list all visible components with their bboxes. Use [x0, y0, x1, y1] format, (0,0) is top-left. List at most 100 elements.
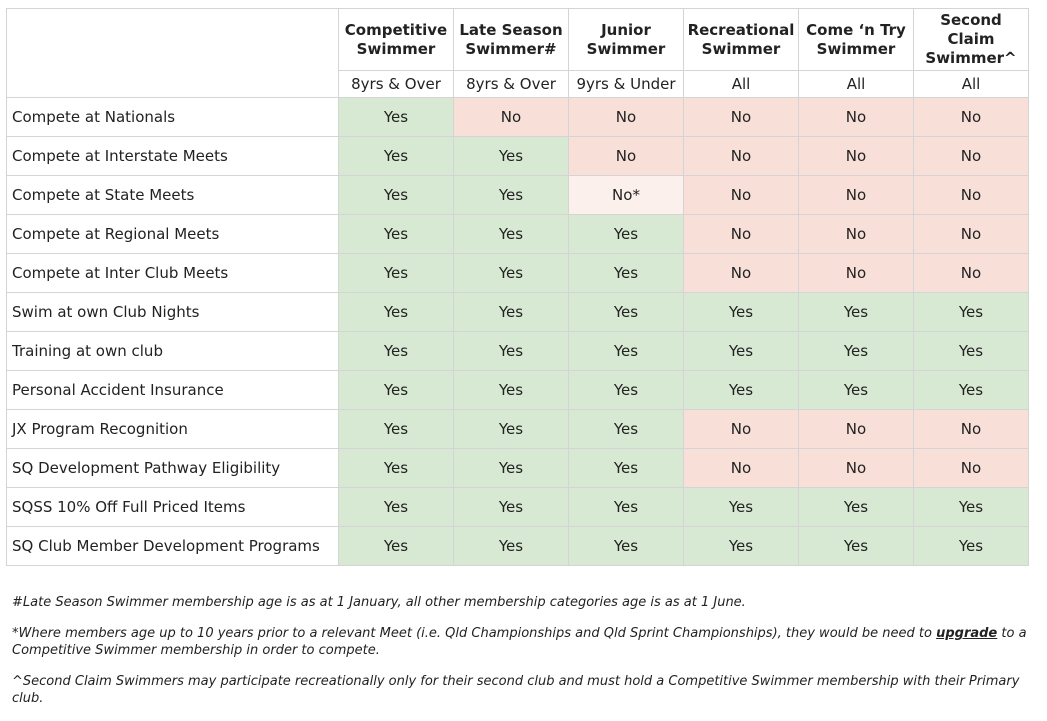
table-cell: No [568, 136, 684, 176]
table-cell: Yes [453, 331, 569, 371]
table-cell: Yes [338, 97, 454, 137]
table-cell: No [913, 214, 1029, 254]
table-cell: Yes [568, 487, 684, 527]
table-cell: Yes [453, 136, 569, 176]
table-cell: Yes [338, 292, 454, 332]
table-cell: No [913, 175, 1029, 215]
age-recreational: All [683, 70, 799, 98]
table-cell: Yes [338, 214, 454, 254]
table-cell: Yes [683, 292, 799, 332]
table-cell: Yes [453, 448, 569, 488]
table-cell: Yes [338, 526, 454, 566]
table-cell: Yes [453, 370, 569, 410]
age-junior: 9yrs & Under [568, 70, 684, 98]
table-cell: Yes [798, 331, 914, 371]
header-row: Competitive Swimmer Late Season Swimmer# J… [6, 8, 1029, 98]
table-cell: No [683, 448, 799, 488]
row-label: Compete at Inter Club Meets [6, 253, 339, 293]
row-label: Compete at State Meets [6, 175, 339, 215]
table-cell: No [798, 175, 914, 215]
table-cell: Yes [338, 487, 454, 527]
table-cell: No [798, 253, 914, 293]
table-cell: Yes [568, 409, 684, 449]
table-cell: No* [568, 175, 684, 215]
row-label: Personal Accident Insurance [6, 370, 339, 410]
table-cell: Yes [453, 214, 569, 254]
table-cell: No [683, 136, 799, 176]
table-row: Swim at own Club Nights Yes Yes Yes Yes Yes Ye… [6, 292, 1029, 332]
table-cell: Yes [913, 292, 1029, 332]
table-cell: Yes [453, 526, 569, 566]
table-cell: No [913, 253, 1029, 293]
table-cell: Yes [338, 136, 454, 176]
table-cell: Yes [453, 253, 569, 293]
table-row: SQ Club Member Development Programs Yes Ye… [6, 526, 1029, 566]
table-cell: Yes [338, 253, 454, 293]
table-cell: Yes [338, 409, 454, 449]
row-label: SQ Development Pathway Eligibility [6, 448, 339, 488]
table-cell: Yes [453, 175, 569, 215]
table-cell: Yes [798, 292, 914, 332]
table-row: JX Program Recognition Yes Yes Yes No No No [6, 409, 1029, 449]
corner-cell [6, 8, 339, 98]
footnotes: #Late Season Swimmer membership age is a… [12, 594, 1042, 721]
table-row: Compete at Regional Meets Yes Yes Yes No No No [6, 214, 1029, 254]
table-cell: Yes [913, 487, 1029, 527]
table-cell: No [683, 97, 799, 137]
table-cell: No [913, 97, 1029, 137]
table-cell: No [798, 448, 914, 488]
table-cell: Yes [683, 487, 799, 527]
table-cell: Yes [568, 448, 684, 488]
row-label: Swim at own Club Nights [6, 292, 339, 332]
age-late-season: 8yrs & Over [453, 70, 569, 98]
table-cell: No [453, 97, 569, 137]
table-cell: Yes [683, 526, 799, 566]
column-header-competitive: Competitive Swimmer [338, 8, 454, 71]
table-cell: Yes [683, 370, 799, 410]
row-label: Training at own club [6, 331, 339, 371]
row-label: SQSS 10% Off Full Priced Items [6, 487, 339, 527]
row-label: SQ Club Member Development Programs [6, 526, 339, 566]
table-cell: Yes [798, 370, 914, 410]
table-cell: Yes [568, 292, 684, 332]
table-row: Compete at Nationals Yes No No No No No [6, 97, 1029, 137]
row-label: Compete at Nationals [6, 97, 339, 137]
table-cell: Yes [913, 331, 1029, 371]
table-cell: No [568, 97, 684, 137]
table-row: SQ Development Pathway Eligibility Yes Yes… [6, 448, 1029, 488]
column-header-recreational: Recreational Swimmer [683, 8, 799, 71]
membership-comparison-table: Competitive Swimmer Late Season Swimmer# J… [6, 8, 1029, 566]
table-cell: Yes [338, 370, 454, 410]
table-cell: No [683, 175, 799, 215]
table-row: SQSS 10% Off Full Priced Items Yes Yes Yes Y… [6, 487, 1029, 527]
table-cell: Yes [568, 526, 684, 566]
table-cell: No [798, 409, 914, 449]
table-row: Training at own club Yes Yes Yes Yes Yes Yes [6, 331, 1029, 371]
upgrade-link[interactable]: upgrade [936, 626, 998, 641]
table-cell: Yes [913, 370, 1029, 410]
table-cell: Yes [798, 526, 914, 566]
footnote-second-claim: ^Second Claim Swimmers may participate r… [12, 674, 1020, 706]
column-header-late-season: Late Season Swimmer# [453, 8, 569, 71]
table-cell: Yes [338, 175, 454, 215]
table-cell: Yes [683, 331, 799, 371]
footnote-late-season: #Late Season Swimmer membership age is a… [12, 595, 746, 610]
column-header-second-claim: Second Claim Swimmer^ [913, 8, 1029, 71]
table-cell: No [913, 448, 1029, 488]
table-cell: No [798, 136, 914, 176]
table-cell: Yes [453, 487, 569, 527]
table-cell: No [683, 253, 799, 293]
table-cell: Yes [568, 370, 684, 410]
age-come-n-try: All [798, 70, 914, 98]
table-cell: Yes [453, 409, 569, 449]
table-cell: No [798, 97, 914, 137]
age-row: 8yrs & Over 8yrs & Over 9yrs & Under All… [7, 70, 1029, 98]
table-cell: Yes [568, 253, 684, 293]
age-competitive: 8yrs & Over [338, 70, 454, 98]
column-header-come-n-try: Come ‘n Try Swimmer [798, 8, 914, 71]
table-cell: No [913, 409, 1029, 449]
table-row: Compete at Inter Club Meets Yes Yes Yes No No… [6, 253, 1029, 293]
table-cell: No [683, 214, 799, 254]
table-cell: No [913, 136, 1029, 176]
table-cell: Yes [338, 448, 454, 488]
